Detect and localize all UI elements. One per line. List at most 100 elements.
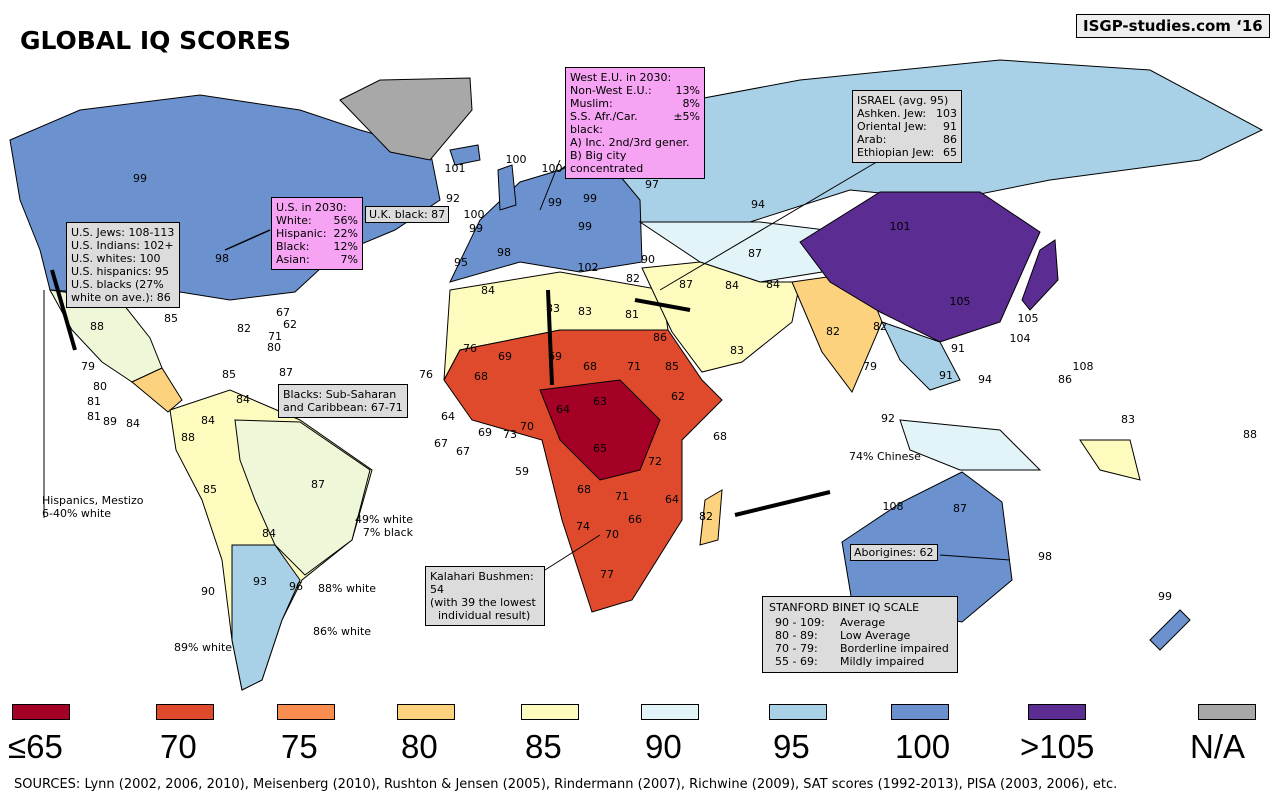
legend-label: 75 [281,728,318,765]
country-iq-label: 70 [605,528,619,541]
country-iq-label: 100 [464,208,485,221]
row-label: Ethiopian Jew: [857,146,935,159]
country-iq-label: 94 [751,198,765,211]
country-iq-label: 87 [279,366,293,379]
country-iq-label: 101 [445,162,466,175]
stanford-scale-box: STANFORD BINET IQ SCALE 90 - 109: Average… [762,596,958,673]
region-central-america [131,367,183,413]
country-iq-label: 81 [87,410,101,423]
chinese-note: 74% Chinese [849,450,921,463]
country-iq-label: 100 [506,153,527,166]
row-value: Low Average [840,629,911,642]
country-iq-label: 91 [939,369,953,382]
region-iceland [449,144,481,166]
legend-swatch [1028,704,1086,720]
row-value: 12% [333,240,358,253]
country-iq-label: 82 [873,320,887,333]
row-value: 91 [943,120,957,133]
leader-line [539,159,561,211]
region-southeast-asia [881,321,961,391]
country-iq-label: 88 [181,431,195,444]
country-iq-label: 67 [456,445,470,458]
country-iq-label: 98 [497,246,511,259]
country-iq-label: 68 [577,483,591,496]
country-iq-label: 85 [164,312,178,325]
white-note: 86% white [313,625,372,638]
country-iq-label: 62 [283,318,297,331]
country-iq-label: 86 [1058,373,1072,386]
row-label: S.S. Afr./Car. black: [570,110,638,136]
legend-swatch [1198,704,1256,720]
box-row: Hispanic: 22% [276,227,358,240]
row-value: ±5% [673,110,700,123]
row-value: 86 [943,133,957,146]
country-iq-label: 84 [126,417,140,430]
row-label: Hispanic: [276,227,327,240]
legend-swatch [769,704,827,720]
uk-black-box: U.K. black: 87 [365,206,450,223]
country-iq-label: 90 [641,253,655,266]
eu-2030-box: West E.U. in 2030: Non-West E.U.: 13% Mus… [565,67,705,179]
row-value: 13% [675,84,700,97]
country-iq-label: 64 [441,410,455,423]
country-iq-label: 88 [1243,428,1257,441]
country-iq-label: 69 [478,426,492,439]
country-iq-label: 74 [576,520,590,533]
row-label: 90 - 109: [775,616,825,629]
box-row: Asian: 7% [276,253,358,266]
country-iq-label: 108 [883,500,904,513]
country-iq-label: 84 [481,284,495,297]
country-iq-label: 77 [600,568,614,581]
legend-swatch [891,704,949,720]
region-central-africa [539,379,661,481]
country-iq-label: 99 [469,222,483,235]
legend-label: 85 [525,728,562,765]
country-iq-label: 83 [730,344,744,357]
leader-line [224,229,271,251]
country-iq-label: 101 [890,220,911,233]
legend-swatch [397,704,455,720]
box-line: (with 39 the lowest [430,596,536,609]
country-iq-label: 91 [951,342,965,355]
box-row: White: 56% [276,214,358,227]
legend-swatch [277,704,335,720]
aborigines-box: Aborigines: 62 [850,544,938,561]
credit-label: ISGP-studies.com ‘16 [1076,14,1270,38]
box-line: white on ave.): 86 [71,291,171,304]
box-row: Ethiopian Jew: 65 [857,146,957,159]
box-note: A) Inc. 2nd/3rd gener. [570,136,690,149]
country-iq-label: 98 [215,252,229,265]
row-label: Muslim: [570,97,613,110]
country-iq-label: 99 [133,172,147,185]
country-iq-label: 83 [546,302,560,315]
row-label: 80 - 89: [775,629,818,642]
country-iq-label: 100 [542,162,563,175]
country-iq-label: 81 [625,308,639,321]
box-line: U.S. Jews: 108-113 [71,226,175,239]
country-iq-label: 83 [578,305,592,318]
country-iq-label: 93 [253,575,267,588]
country-iq-label: 68 [713,430,727,443]
page-title: GLOBAL IQ SCORES [20,26,292,55]
country-iq-label: 108 [1073,360,1094,373]
region-indonesia [899,419,1042,471]
legend-swatch [156,704,214,720]
legend-label: >105 [1020,728,1095,765]
country-iq-label: 73 [503,428,517,441]
country-iq-label: 99 [548,196,562,209]
sources-text: SOURCES: Lynn (2002, 2006, 2010), Meisen… [14,777,1118,792]
country-iq-label: 72 [648,455,662,468]
row-label: Asian: [276,253,310,266]
box-title: ISRAEL (avg. 95) [857,94,949,107]
israel-box: ISRAEL (avg. 95) Ashken. Jew: 103 Orienta… [852,90,962,163]
box-row: 90 - 109: Average [769,616,951,629]
row-label: Black: [276,240,310,253]
country-iq-label: 82 [699,510,713,523]
row-value: Mildly impaired [840,655,925,668]
note-line: 7% black [362,526,414,539]
box-row: Arab: 86 [857,133,957,146]
country-iq-label: 99 [578,220,592,233]
country-iq-label: 59 [515,465,529,478]
country-iq-label: 71 [268,330,282,343]
country-iq-label: 71 [627,360,641,373]
